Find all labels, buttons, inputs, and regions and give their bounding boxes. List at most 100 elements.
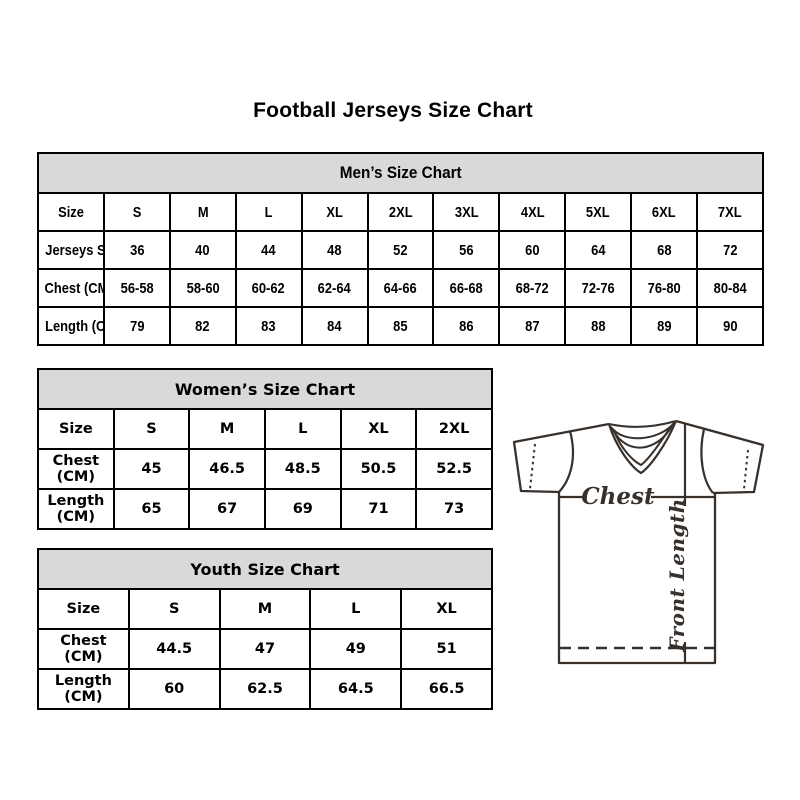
cell-text: 44 (261, 241, 276, 259)
cell-text: Size (58, 203, 84, 221)
value-cell: 85 (366, 306, 435, 346)
value-cell: L (309, 588, 403, 630)
cell-text: 48.5 (284, 461, 321, 477)
cell-text: 49 (345, 641, 366, 657)
cell-text: 89 (656, 317, 672, 335)
cell-text: XL (368, 421, 389, 437)
vneck-collar (607, 420, 678, 475)
cell-text: 51 (436, 641, 457, 657)
cell-text: 60 (525, 241, 540, 259)
value-cell: 52 (366, 230, 435, 270)
value-cell: M (218, 588, 312, 630)
value-cell: M (168, 192, 237, 232)
jersey-outline (512, 419, 765, 665)
jersey-body (557, 492, 717, 665)
cell-text: 60 (164, 681, 185, 697)
mens-table: Men’s Size Chart Size S M L XL 2XL 3XL 4XL 5XL 6X… (37, 152, 764, 346)
value-cell: 84 (300, 306, 369, 346)
value-cell: 86 (432, 306, 501, 346)
value-cell: 44.5 (127, 628, 221, 670)
value-cell: 62-64 (300, 268, 369, 308)
cell-text: 62-64 (318, 279, 352, 297)
collar-inner-v (613, 425, 672, 466)
table-row: Chest (CM) 44.5 47 49 51 (37, 628, 493, 670)
cell-text: 80-84 (713, 279, 747, 297)
value-cell: S (112, 408, 191, 450)
womens-table-title-text: Women’s Size Chart (174, 379, 356, 399)
cell-text: 68-72 (515, 279, 549, 297)
value-cell: 48.5 (263, 448, 342, 490)
cell-text: 72-76 (581, 279, 615, 297)
cell-text: Chest (CM) (44, 279, 102, 297)
value-cell: 60 (498, 230, 567, 270)
value-cell: 56-58 (102, 268, 171, 308)
table-header-row: Women’s Size Chart (37, 368, 493, 410)
value-cell: 44 (234, 230, 303, 270)
cell-text: Length (CM) (54, 673, 112, 705)
table-row: Length (CM) 65 67 69 71 73 (37, 488, 493, 530)
cell-text: Chest (CM) (52, 453, 100, 485)
value-cell: 72-76 (564, 268, 633, 308)
cell-text: 86 (459, 317, 474, 335)
youth-table-title: Youth Size Chart (37, 548, 493, 590)
womens-table: Women’s Size Chart Size S M L XL 2XL Chest (CM… (37, 368, 493, 530)
value-cell: 90 (696, 306, 764, 346)
cell-text: Chest (CM) (60, 633, 107, 665)
cell-text: 60-62 (252, 279, 286, 297)
cell-text: 68 (656, 241, 672, 259)
mens-table-title: Men’s Size Chart (37, 152, 764, 194)
cell-text: 50.5 (360, 461, 397, 477)
cell-text: 52 (393, 241, 408, 259)
value-cell: 2XL (415, 408, 493, 450)
cell-text: 83 (261, 317, 276, 335)
value-cell: 5XL (564, 192, 633, 232)
cell-text: 88 (591, 317, 606, 335)
cell-text: 65 (141, 501, 162, 517)
value-cell: XL (339, 408, 418, 450)
cell-text: Jerseys Size (45, 241, 102, 259)
value-cell: 68-72 (498, 268, 567, 308)
value-cell: 40 (168, 230, 237, 270)
row-label-cell: Jerseys Size (37, 230, 105, 270)
cell-text: Size (58, 421, 93, 437)
row-label-cell: Chest (CM) (37, 268, 105, 308)
value-cell: 60 (127, 668, 221, 710)
value-cell: 82 (168, 306, 237, 346)
cell-text: M (219, 421, 235, 437)
youth-size-chart-table: Youth Size Chart Size S M L XL Chest (CM) 44.5… (37, 548, 493, 710)
value-cell: 6XL (630, 192, 699, 232)
table-row: Size S M L XL 2XL 3XL 4XL 5XL 6XL 7XL (37, 192, 764, 232)
value-cell: 88 (564, 306, 633, 346)
left-cuff-stitch-line (529, 443, 536, 490)
front-length-label: Front Length (665, 498, 689, 653)
value-cell: 64.5 (309, 668, 403, 710)
cell-text: M (197, 203, 209, 221)
row-label-cell: Size (37, 588, 130, 630)
cell-text: S (146, 421, 157, 437)
cell-text: 3XL (454, 203, 479, 221)
cell-text: 66-68 (449, 279, 483, 297)
cell-text: 2XL (438, 421, 470, 437)
value-cell: 2XL (366, 192, 435, 232)
cell-text: 40 (195, 241, 210, 259)
cell-text: XL (436, 601, 457, 617)
cell-text: 69 (292, 501, 313, 517)
value-cell: 4XL (498, 192, 567, 232)
cell-text: S (132, 203, 142, 221)
value-cell: 66.5 (400, 668, 493, 710)
cell-text: 5XL (586, 203, 611, 221)
page-title: Football Jerseys Size Chart (253, 99, 533, 122)
right-sleeve (675, 419, 765, 495)
row-label-cell: Size (37, 192, 105, 232)
value-cell: 60-62 (234, 268, 303, 308)
value-cell: 48 (300, 230, 369, 270)
value-cell: XL (300, 192, 369, 232)
cell-text: 79 (129, 317, 145, 335)
row-label-cell: Length (CM) (37, 306, 105, 346)
value-cell: 64 (564, 230, 633, 270)
value-cell: M (188, 408, 266, 450)
value-cell: 71 (339, 488, 418, 530)
mens-size-chart-table: Men’s Size Chart Size S M L XL 2XL 3XL 4XL 5XL 6X… (37, 152, 764, 346)
womens-table-title: Women’s Size Chart (37, 368, 493, 410)
cell-text: 66.5 (428, 681, 465, 697)
